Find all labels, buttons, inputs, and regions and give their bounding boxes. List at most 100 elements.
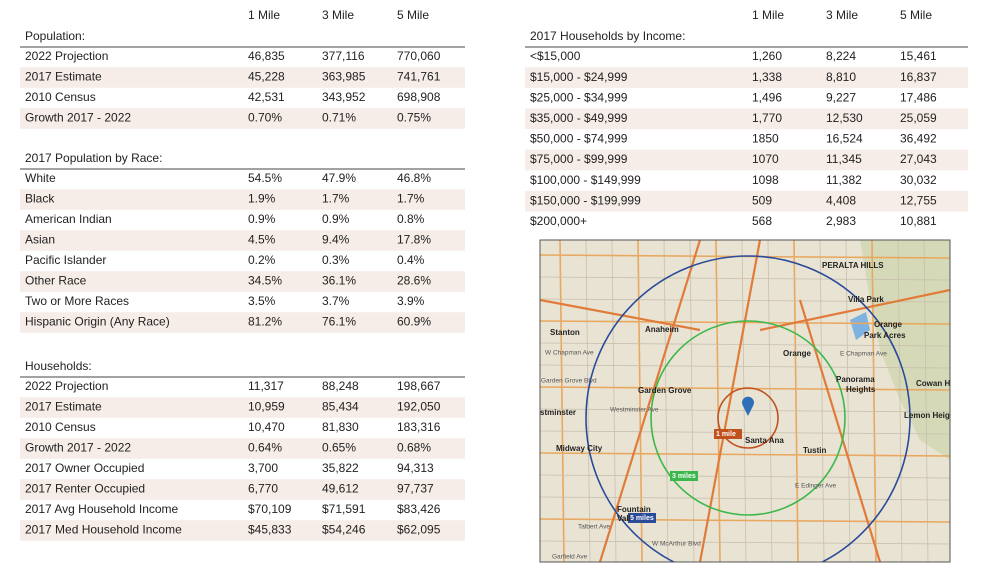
cell-value: $45,833 (248, 523, 292, 537)
cell-value: 198,667 (397, 379, 441, 393)
radius-ring (717, 387, 779, 449)
street (540, 474, 950, 479)
street-label: W McArthur Blvd (652, 541, 701, 548)
place-label: Fountain (617, 505, 651, 514)
street (540, 408, 950, 413)
cell-value: 42,531 (248, 90, 285, 104)
place-label: stminster (540, 408, 576, 417)
row-shade (20, 520, 465, 541)
cell-value: 0.3% (322, 253, 350, 267)
cell-value: 25,059 (900, 111, 937, 125)
place-label: Tustin (803, 446, 827, 455)
street (540, 430, 950, 435)
cell-value: 0.75% (397, 111, 431, 125)
street-label: Garfield Ave (552, 554, 588, 561)
ring-label: 5 miles (630, 515, 654, 522)
cell-value: 10,881 (900, 214, 937, 228)
street (559, 240, 565, 562)
radius-ring (650, 320, 846, 516)
highway (798, 299, 882, 562)
row-label: $50,000 - $74,999 (530, 132, 628, 146)
cell-value: 34.5% (248, 274, 282, 288)
cell-value: 88,248 (322, 379, 359, 393)
row-shade (525, 108, 968, 130)
row-shade (20, 230, 465, 251)
cell-value: 0.8% (397, 212, 425, 226)
street (871, 240, 877, 562)
row-label: Hispanic Origin (Any Race) (25, 315, 170, 329)
cell-value: 17,486 (900, 90, 937, 104)
column-header: 3 Mile (826, 8, 858, 22)
street (585, 240, 591, 562)
cell-value: 0.9% (322, 212, 350, 226)
highway (598, 240, 702, 562)
cell-value: $70,109 (248, 502, 292, 516)
street (540, 452, 950, 457)
cell-value: 4.5% (248, 233, 276, 247)
cell-value: 17.8% (397, 233, 431, 247)
cell-value: 8,224 (826, 49, 856, 63)
cell-value: 54.5% (248, 171, 282, 185)
street (715, 240, 721, 562)
place-label: Midway City (556, 444, 603, 453)
row-shade (20, 312, 465, 333)
cell-value: 49,612 (322, 482, 359, 496)
street (540, 540, 950, 545)
row-shade (20, 397, 465, 418)
cell-value: 12,755 (900, 193, 937, 207)
map: 1 mile 3 miles 5 miles PERALTA HILLS Villa P… (540, 240, 950, 562)
row-label: $75,000 - $99,999 (530, 152, 628, 166)
cell-value: 46.8% (397, 171, 431, 185)
street-label: Westminster Ave (610, 407, 659, 414)
row-label: 2022 Projection (25, 49, 108, 63)
map-border (539, 239, 951, 563)
street-label: E Chapman Ave (840, 351, 887, 358)
cell-value: 568 (752, 214, 772, 228)
cell-value: 509 (752, 193, 772, 207)
cell-value: 28.6% (397, 274, 431, 288)
place-label: Vall (617, 514, 631, 523)
cell-value: 1098 (752, 173, 779, 187)
cell-value: $54,246 (322, 523, 366, 537)
row-label: 2017 Estimate (25, 400, 102, 414)
row-label: 2010 Census (25, 420, 96, 434)
row-shade (20, 271, 465, 292)
cell-value: 36.1% (322, 274, 356, 288)
place-label: Lemon Heig (904, 411, 950, 420)
section-title: 2017 Households by Income: (530, 29, 685, 43)
ring-label-bg (628, 513, 656, 523)
cell-value: 30,032 (900, 173, 937, 187)
cell-value: 1,770 (752, 111, 782, 125)
place-label: Santa Ana (745, 436, 784, 445)
cell-value: 11,317 (248, 379, 284, 393)
row-shade (20, 189, 465, 210)
cell-value: 698,908 (397, 90, 441, 104)
street-label: Talbert Ave (578, 524, 610, 531)
cell-value: 741,761 (397, 70, 441, 84)
section-title: Population: (25, 29, 85, 43)
street (845, 240, 851, 562)
row-label: $200,000+ (530, 214, 587, 228)
cell-value: 76.1% (322, 315, 356, 329)
cell-value: 10,959 (248, 400, 285, 414)
cell-value: 1.7% (322, 192, 350, 206)
cell-value: 36,492 (900, 132, 937, 146)
row-label: $25,000 - $34,999 (530, 90, 628, 104)
street (767, 240, 773, 562)
cell-value: 377,116 (322, 49, 365, 63)
cell-value: 6,770 (248, 482, 278, 496)
cell-value: 1850 (752, 132, 779, 146)
cell-value: 11,382 (826, 173, 862, 187)
place-label: Panorama (836, 375, 875, 384)
cell-value: 1,260 (752, 49, 782, 63)
row-label: American Indian (25, 212, 112, 226)
cell-value: 1.7% (397, 192, 425, 206)
cell-value: 0.65% (322, 441, 356, 455)
cell-value: 10,470 (248, 420, 285, 434)
cell-value: 0.70% (248, 111, 282, 125)
row-label: 2017 Med Household Income (25, 523, 182, 537)
street-label: E Edinger Ave (795, 483, 836, 490)
place-label: Anaheim (645, 325, 679, 334)
lake (850, 312, 870, 340)
